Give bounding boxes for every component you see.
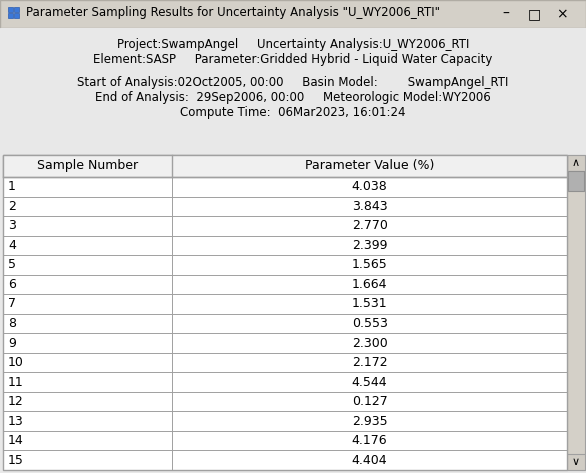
Bar: [14, 7, 19, 12]
Bar: [567, 454, 585, 470]
Bar: [8, 7, 13, 12]
Text: 0.553: 0.553: [352, 317, 387, 330]
Text: 1: 1: [8, 180, 16, 193]
Text: 7: 7: [8, 298, 16, 310]
Text: □: □: [527, 7, 540, 21]
Text: 14: 14: [8, 434, 24, 447]
Text: 4: 4: [8, 239, 16, 252]
Text: 4.176: 4.176: [352, 434, 387, 447]
Text: 9: 9: [8, 336, 16, 350]
Text: 0.127: 0.127: [352, 395, 387, 408]
Text: ∨: ∨: [572, 457, 580, 467]
Text: 8: 8: [8, 317, 16, 330]
Text: Start of Analysis:02Oct2005, 00:00     Basin Model:        SwampAngel_RTI: Start of Analysis:02Oct2005, 00:00 Basin…: [77, 76, 509, 89]
Text: Parameter Value (%): Parameter Value (%): [305, 159, 434, 173]
Bar: [8, 13, 13, 18]
Bar: [568, 171, 584, 191]
Bar: [567, 155, 585, 171]
Bar: [3, 155, 567, 177]
Text: 1.565: 1.565: [352, 258, 387, 272]
Bar: [0, 0, 586, 28]
Text: 12: 12: [8, 395, 24, 408]
Text: 3: 3: [8, 219, 16, 232]
Text: 11: 11: [8, 376, 24, 389]
Text: 4.544: 4.544: [352, 376, 387, 389]
Text: Compute Time:  06Mar2023, 16:01:24: Compute Time: 06Mar2023, 16:01:24: [180, 106, 406, 119]
Text: 2.300: 2.300: [352, 336, 387, 350]
Text: Parameter Sampling Results for Uncertainty Analysis "U_WY2006_RTI": Parameter Sampling Results for Uncertain…: [26, 6, 440, 19]
Text: 2.770: 2.770: [352, 219, 387, 232]
Text: Sample Number: Sample Number: [37, 159, 138, 173]
Text: 4.038: 4.038: [352, 180, 387, 193]
Text: 2.935: 2.935: [352, 415, 387, 428]
Bar: [14, 13, 19, 18]
Text: 6: 6: [8, 278, 16, 291]
Text: ∧: ∧: [572, 158, 580, 168]
Text: –: –: [503, 7, 509, 21]
Text: 5: 5: [8, 258, 16, 272]
Text: 2.399: 2.399: [352, 239, 387, 252]
Text: Element:SASP     Parameter:Gridded Hybrid - Liquid Water Capacity: Element:SASP Parameter:Gridded Hybrid - …: [93, 53, 493, 66]
Text: 15: 15: [8, 454, 24, 467]
Text: Project:SwampAngel     Uncertainty Analysis:U_WY2006_RTI: Project:SwampAngel Uncertainty Analysis:…: [117, 38, 469, 51]
Bar: [3, 155, 567, 470]
Text: 2.172: 2.172: [352, 356, 387, 369]
Text: 2: 2: [8, 200, 16, 213]
Text: 3.843: 3.843: [352, 200, 387, 213]
Text: 13: 13: [8, 415, 24, 428]
Text: 4.404: 4.404: [352, 454, 387, 467]
Text: End of Analysis:  29Sep2006, 00:00     Meteorologic Model:WY2006: End of Analysis: 29Sep2006, 00:00 Meteor…: [95, 91, 491, 104]
Text: 1.531: 1.531: [352, 298, 387, 310]
Text: 1.664: 1.664: [352, 278, 387, 291]
Bar: [567, 155, 585, 470]
Text: ×: ×: [556, 7, 568, 21]
Bar: [0, 28, 586, 155]
Text: 10: 10: [8, 356, 24, 369]
